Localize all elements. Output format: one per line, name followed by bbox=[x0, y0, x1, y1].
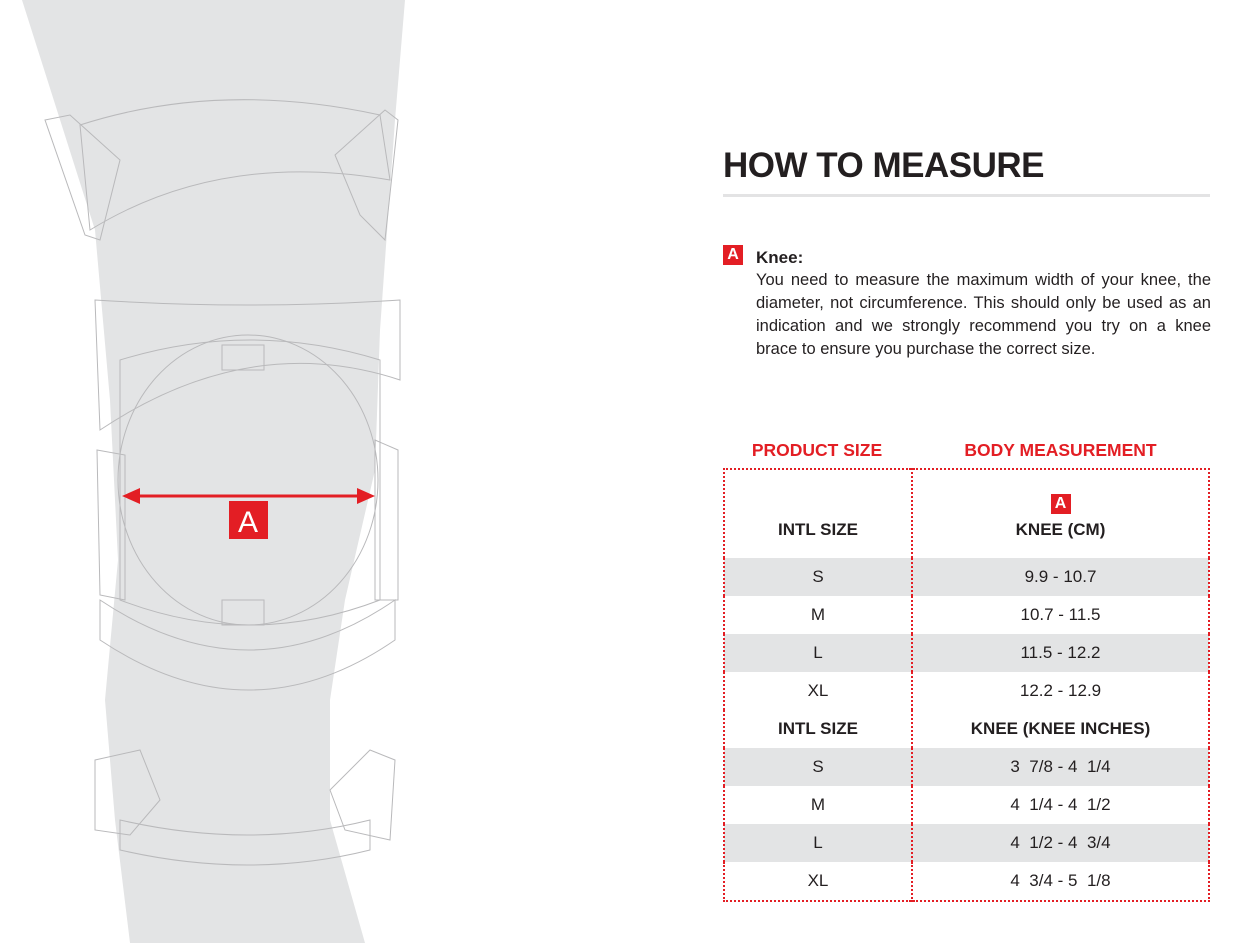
width-arrow bbox=[122, 488, 375, 504]
body-measurement-header: BODY MEASUREMENT bbox=[964, 440, 1157, 460]
marker-a-label: A bbox=[238, 506, 258, 539]
brace-outline bbox=[44, 99, 401, 866]
title-divider bbox=[723, 194, 1210, 197]
intl-size-header: INTL SIZE bbox=[724, 469, 913, 558]
measure-badge: A bbox=[723, 245, 743, 265]
size-table: INTL SIZE A KNEE (CM) S 9.9 - 10.7 M 10.7 -… bbox=[723, 468, 1210, 902]
table-row: XL 12.2 - 12.9 bbox=[724, 672, 1209, 710]
knee-inches-header: KNEE (KNEE INCHES) bbox=[970, 719, 1151, 738]
intl-size-header: INTL SIZE bbox=[724, 710, 913, 748]
product-size-header: PRODUCT SIZE bbox=[751, 440, 883, 460]
knee-label: Knee: bbox=[756, 248, 804, 267]
table-header-row: INTL SIZE A KNEE (CM) bbox=[724, 469, 1209, 558]
marker-a-badge bbox=[229, 501, 268, 539]
leg-silhouette bbox=[22, 0, 405, 943]
knee-instructions: You need to measure the maximum width of… bbox=[756, 271, 1211, 358]
knee-cm-header: A KNEE (CM) bbox=[1015, 494, 1106, 539]
table-row: L 11.5 - 12.2 bbox=[724, 634, 1209, 672]
page-title: HOW TO MEASURE bbox=[723, 146, 1044, 185]
table-row: S 9.9 - 10.7 bbox=[724, 558, 1209, 596]
table-row: M 10.7 - 11.5 bbox=[724, 596, 1209, 634]
table-header-row: INTL SIZE KNEE (KNEE INCHES) bbox=[724, 710, 1209, 748]
measure-badge-table: A bbox=[1050, 494, 1071, 514]
table-row: XL 4 3/4 - 5 1/8 bbox=[724, 862, 1209, 901]
knee-brace-illustration: A bbox=[22, 0, 405, 943]
